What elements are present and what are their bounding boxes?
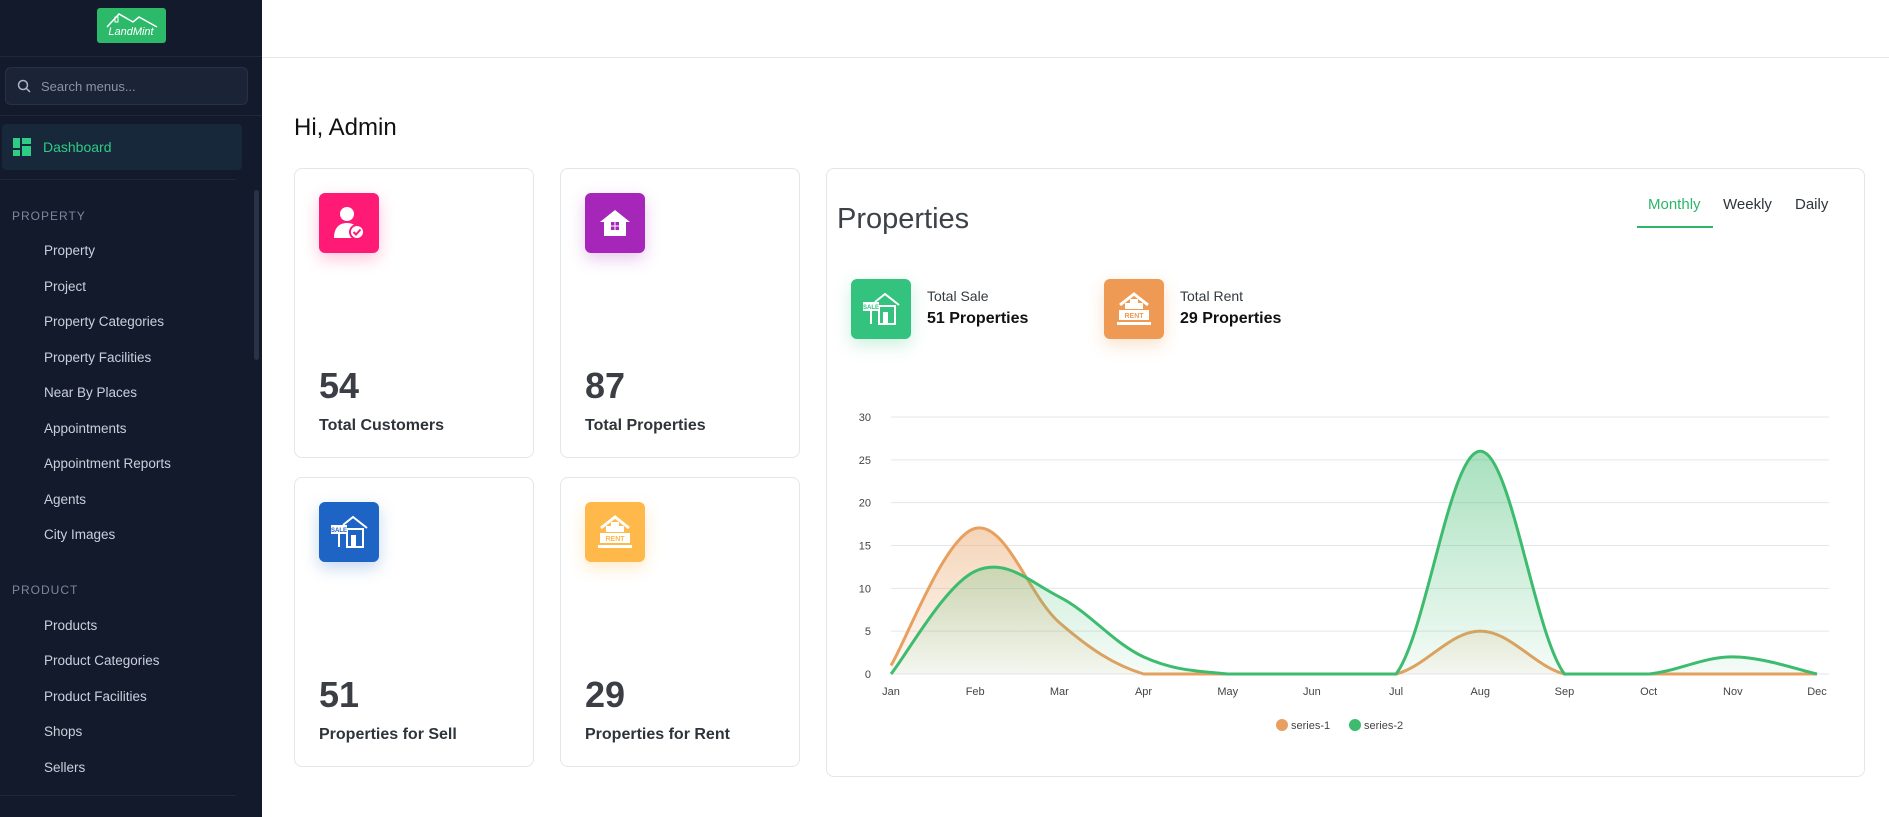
top-header: [262, 0, 1889, 58]
sidebar-item-agents[interactable]: Agents: [44, 492, 87, 507]
y-tick-label: 15: [859, 541, 871, 553]
sidebar-item-property-facilities[interactable]: Property Facilities: [44, 350, 152, 365]
logo-area: LandMint: [0, 0, 262, 57]
x-tick-label: May: [1217, 686, 1238, 698]
sidebar-item-city-images[interactable]: City Images: [44, 527, 116, 542]
roof-logo-icon: [105, 13, 157, 28]
divider: [0, 115, 262, 116]
properties-area-chart: 0 5 10 15 20 25 30 Jan Feb Mar Apr May Jun Jul Aug Sep O…: [859, 412, 1829, 732]
x-tick-label: Aug: [1470, 686, 1490, 698]
x-tick-label: Nov: [1723, 686, 1743, 698]
properties-chart-card: Properties Monthly Weekly Daily SALE Tot…: [826, 168, 1865, 777]
y-tick-label: 5: [865, 626, 871, 638]
divider: [0, 179, 236, 180]
app-logo[interactable]: LandMint: [96, 8, 166, 43]
y-tick-label: 0: [865, 669, 871, 681]
divider: [0, 795, 236, 796]
x-tick-label: Mar: [1050, 686, 1069, 698]
stat-card-properties-for-rent[interactable]: RENT 29 Properties for Rent: [560, 477, 800, 767]
stat-value: 51: [319, 674, 360, 715]
sidebar-item-product-categories[interactable]: Product Categories: [44, 653, 160, 668]
x-tick-label: Jun: [1303, 686, 1321, 698]
legend-marker: [1276, 719, 1288, 731]
tab-monthly[interactable]: Monthly: [1648, 196, 1701, 213]
legend-label: series-2: [1364, 720, 1403, 732]
y-tick-label: 30: [859, 412, 871, 424]
legend-marker: [1349, 719, 1361, 731]
summary-label-sale: Total Sale: [927, 288, 989, 304]
legend-label: series-1: [1291, 720, 1330, 732]
sidebar-item-label: Dashboard: [43, 139, 112, 155]
sidebar-item-appointment-reports[interactable]: Appointment Reports: [44, 456, 171, 471]
stat-value: 29: [585, 674, 626, 715]
rent-house-icon: RENT: [1104, 279, 1164, 339]
section-title-product: PRODUCT: [12, 583, 79, 597]
house-icon: [585, 193, 645, 253]
menu-search[interactable]: [5, 67, 248, 105]
svg-text:SALE: SALE: [863, 305, 879, 311]
stat-label: Total Properties: [585, 417, 706, 434]
sidebar-item-project[interactable]: Project: [44, 279, 87, 294]
y-tick-label: 10: [859, 583, 871, 595]
tab-daily[interactable]: Daily: [1795, 196, 1829, 213]
svg-text:RENT: RENT: [1124, 313, 1144, 320]
svg-text:SALE: SALE: [331, 528, 347, 534]
sidebar-item-sellers[interactable]: Sellers: [44, 760, 86, 775]
stat-label: Properties for Sell: [319, 726, 457, 743]
series-2-line: [889, 449, 1818, 676]
sidebar-item-shops[interactable]: Shops: [44, 724, 83, 739]
summary-value-rent: 29 Properties: [1180, 310, 1282, 327]
stat-value: 87: [585, 365, 626, 406]
search-input[interactable]: [39, 77, 233, 95]
stat-value: 54: [319, 365, 360, 406]
stat-card-total-customers[interactable]: 54 Total Customers: [294, 168, 534, 458]
sidebar-scrollbar[interactable]: [254, 190, 259, 360]
series-2-area: [891, 451, 1817, 674]
stat-card-total-properties[interactable]: 87 Total Properties: [560, 168, 800, 458]
y-tick-label: 20: [859, 498, 871, 510]
summary-label-rent: Total Rent: [1180, 288, 1244, 304]
sidebar-item-products[interactable]: Products: [44, 618, 98, 633]
x-tick-label: Dec: [1807, 686, 1827, 698]
logo-text: LandMint: [108, 25, 154, 38]
section-title-property: PROPERTY: [12, 209, 86, 223]
sale-house-icon: SALE: [319, 502, 379, 562]
x-tick-label: Sep: [1555, 686, 1575, 698]
sidebar: LandMint Dashboard PROPERTY Property Pro…: [0, 0, 262, 817]
sidebar-item-property[interactable]: Property: [44, 243, 96, 258]
page-greeting: Hi, Admin: [294, 114, 397, 141]
rent-house-icon: RENT: [585, 502, 645, 562]
sidebar-item-property-categories[interactable]: Property Categories: [44, 314, 165, 329]
x-tick-label: Jan: [882, 686, 900, 698]
x-tick-label: Jul: [1389, 686, 1403, 698]
dashboard-icon: [13, 138, 31, 156]
stat-card-properties-for-sell[interactable]: SALE 51 Properties for Sell: [294, 477, 534, 767]
x-tick-label: Oct: [1640, 686, 1657, 698]
search-icon: [17, 79, 31, 93]
stat-label: Properties for Rent: [585, 726, 730, 743]
x-tick-label: Feb: [966, 686, 985, 698]
customer-icon: [319, 193, 379, 253]
sidebar-item-product-facilities[interactable]: Product Facilities: [44, 689, 147, 704]
y-tick-label: 25: [859, 455, 871, 467]
tab-weekly[interactable]: Weekly: [1723, 196, 1772, 213]
active-tab-indicator: [1637, 226, 1713, 228]
x-tick-label: Apr: [1135, 686, 1152, 698]
sidebar-item-dashboard[interactable]: Dashboard: [2, 124, 242, 170]
sidebar-item-appointments[interactable]: Appointments: [44, 421, 127, 436]
svg-text:RENT: RENT: [605, 536, 625, 543]
sale-house-icon: SALE: [851, 279, 911, 339]
chart-title: Properties: [837, 203, 970, 235]
sidebar-item-near-by-places[interactable]: Near By Places: [44, 385, 138, 400]
stat-label: Total Customers: [319, 417, 445, 434]
summary-value-sale: 51 Properties: [927, 310, 1029, 327]
